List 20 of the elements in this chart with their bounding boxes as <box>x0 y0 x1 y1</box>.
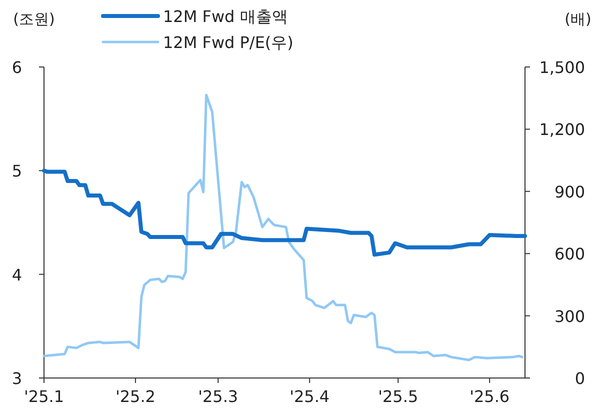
y2-tick-label: 900 <box>554 182 585 202</box>
y2-tick-label: 600 <box>554 244 585 264</box>
x-tick-label: '25.5 <box>378 387 418 406</box>
y-tick-label: 4 <box>12 265 22 284</box>
y-axis-title: (조원) <box>13 10 55 28</box>
y-tick-label: 5 <box>12 162 22 181</box>
x-tick-label: '25.1 <box>24 387 64 406</box>
y2-tick-label: 300 <box>554 306 585 326</box>
y-tick-label: 3 <box>12 369 22 388</box>
y2-axis-title: (배) <box>564 10 592 28</box>
x-tick-label: '25.3 <box>198 387 238 406</box>
legend-label: 12M Fwd 매출액 <box>163 7 288 26</box>
x-tick-label: '25.2 <box>115 387 156 406</box>
y2-tick-label: 0 <box>574 369 585 388</box>
y2-tick-label: 1,200 <box>539 120 585 140</box>
y2-tick-label: 1,500 <box>539 58 585 77</box>
x-tick-label: '25.4 <box>290 387 330 406</box>
x-tick-label: '25.6 <box>470 387 510 406</box>
y-tick-label: 6 <box>12 58 22 77</box>
legend-label: 12M Fwd P/E(우) <box>163 33 294 52</box>
